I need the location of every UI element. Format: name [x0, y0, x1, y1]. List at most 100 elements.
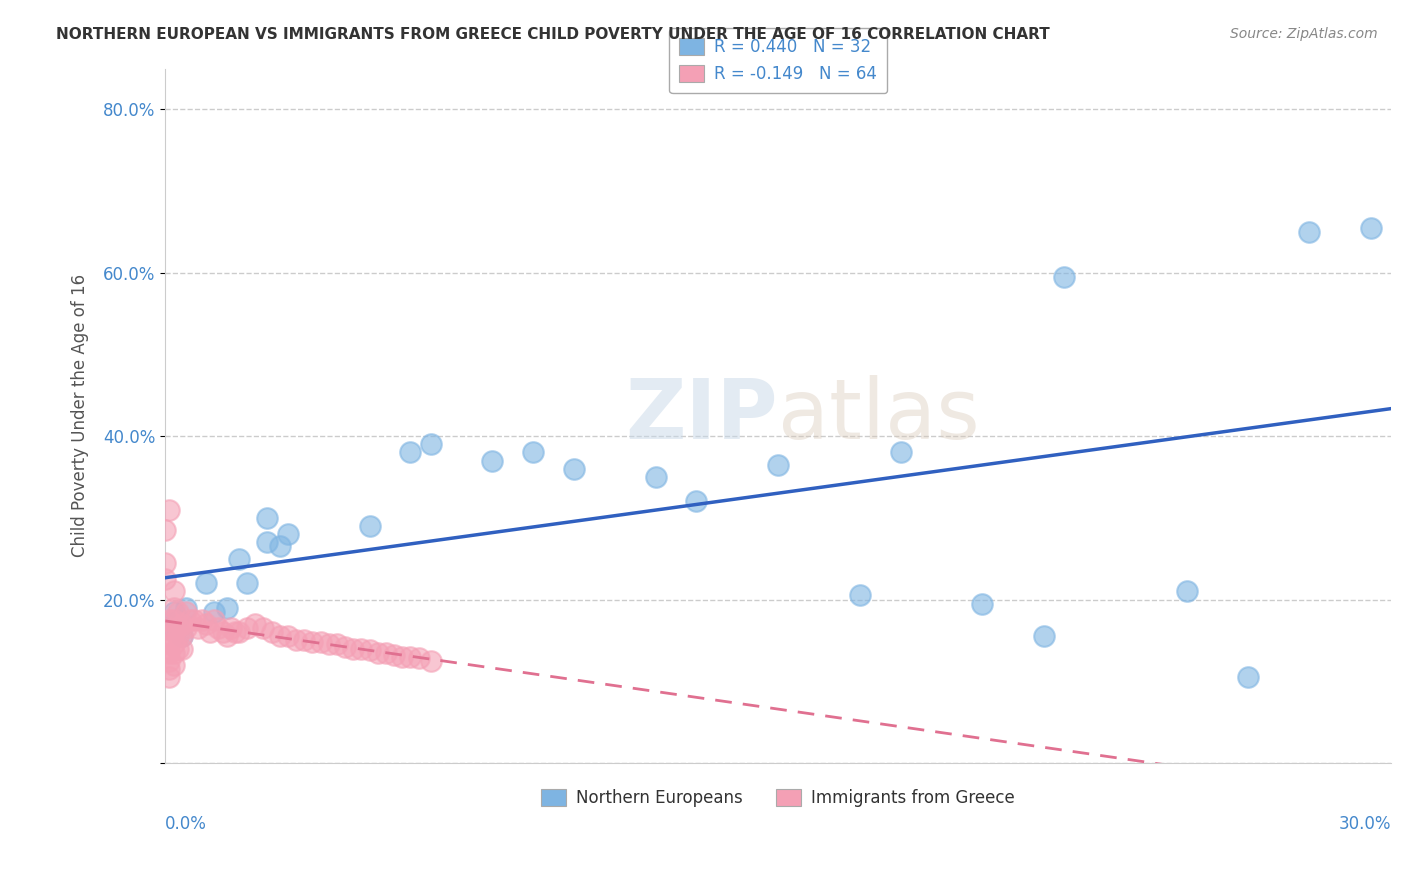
Point: [170, 617, 193, 632]
Point: [277, 527, 299, 541]
Point: [269, 629, 291, 643]
Point: [159, 662, 181, 676]
Point: [191, 613, 214, 627]
Point: [342, 641, 364, 656]
Point: [562, 462, 585, 476]
Point: [174, 605, 197, 619]
Point: [155, 523, 177, 537]
Text: NORTHERN EUROPEAN VS IMMIGRANTS FROM GREECE CHILD POVERTY UNDER THE AGE OF 16 CO: NORTHERN EUROPEAN VS IMMIGRANTS FROM GRE…: [56, 27, 1050, 42]
Point: [219, 621, 242, 635]
Point: [972, 597, 994, 611]
Point: [375, 646, 398, 660]
Legend: Northern Europeans, Immigrants from Greece: Northern Europeans, Immigrants from Gree…: [531, 779, 1025, 817]
Point: [260, 625, 283, 640]
Point: [350, 641, 373, 656]
Point: [159, 613, 181, 627]
Text: 30.0%: 30.0%: [1339, 815, 1391, 833]
Point: [318, 637, 340, 651]
Point: [155, 556, 177, 570]
Point: [200, 625, 222, 640]
Point: [277, 629, 299, 643]
Point: [408, 651, 430, 665]
Point: [166, 641, 188, 656]
Point: [292, 633, 315, 648]
Point: [159, 629, 181, 643]
Point: [1237, 670, 1260, 684]
Point: [195, 617, 218, 632]
Text: Source: ZipAtlas.com: Source: ZipAtlas.com: [1230, 27, 1378, 41]
Point: [162, 584, 184, 599]
Point: [170, 629, 193, 643]
Point: [685, 494, 707, 508]
Point: [159, 621, 181, 635]
Point: [399, 445, 422, 459]
Point: [170, 629, 193, 643]
Point: [359, 519, 381, 533]
Point: [1032, 629, 1054, 643]
Point: [224, 625, 246, 640]
Point: [215, 629, 238, 643]
Point: [269, 540, 291, 554]
Point: [228, 551, 250, 566]
Point: [301, 635, 323, 649]
Point: [159, 646, 181, 660]
Point: [159, 621, 181, 635]
Point: [1053, 269, 1076, 284]
Point: [162, 600, 184, 615]
Point: [195, 576, 218, 591]
Y-axis label: Child Poverty Under the Age of 16: Child Poverty Under the Age of 16: [72, 274, 89, 558]
Point: [236, 621, 259, 635]
Point: [170, 641, 193, 656]
Point: [256, 535, 278, 549]
Point: [309, 635, 332, 649]
Point: [159, 670, 181, 684]
Point: [367, 646, 389, 660]
Point: [162, 613, 184, 627]
Point: [419, 437, 441, 451]
Point: [481, 453, 503, 467]
Point: [202, 605, 225, 619]
Point: [159, 654, 181, 668]
Point: [162, 637, 184, 651]
Point: [326, 637, 349, 651]
Point: [166, 613, 188, 627]
Point: [155, 572, 177, 586]
Point: [228, 625, 250, 640]
Point: [359, 643, 381, 657]
Point: [183, 613, 205, 627]
Point: [333, 640, 356, 654]
Point: [166, 629, 188, 643]
Point: [162, 646, 184, 660]
Point: [766, 458, 789, 472]
Point: [166, 621, 188, 635]
Point: [174, 600, 197, 615]
Point: [1360, 220, 1382, 235]
Point: [245, 617, 267, 632]
Point: [211, 625, 233, 640]
Point: [252, 621, 274, 635]
Point: [174, 621, 197, 635]
Point: [202, 613, 225, 627]
Point: [187, 621, 209, 635]
Point: [391, 649, 413, 664]
Point: [179, 613, 201, 627]
Point: [215, 600, 238, 615]
Point: [159, 502, 181, 516]
Point: [1175, 584, 1198, 599]
Point: [890, 445, 912, 459]
Point: [849, 589, 872, 603]
Point: [159, 637, 181, 651]
Point: [256, 511, 278, 525]
Point: [162, 605, 184, 619]
Point: [166, 605, 188, 619]
Point: [382, 648, 405, 662]
Point: [162, 657, 184, 672]
Text: ZIP: ZIP: [626, 376, 778, 456]
Text: 0.0%: 0.0%: [166, 815, 207, 833]
Point: [399, 649, 422, 664]
Point: [162, 625, 184, 640]
Point: [285, 633, 308, 648]
Point: [236, 576, 259, 591]
Point: [207, 621, 229, 635]
Point: [644, 470, 666, 484]
